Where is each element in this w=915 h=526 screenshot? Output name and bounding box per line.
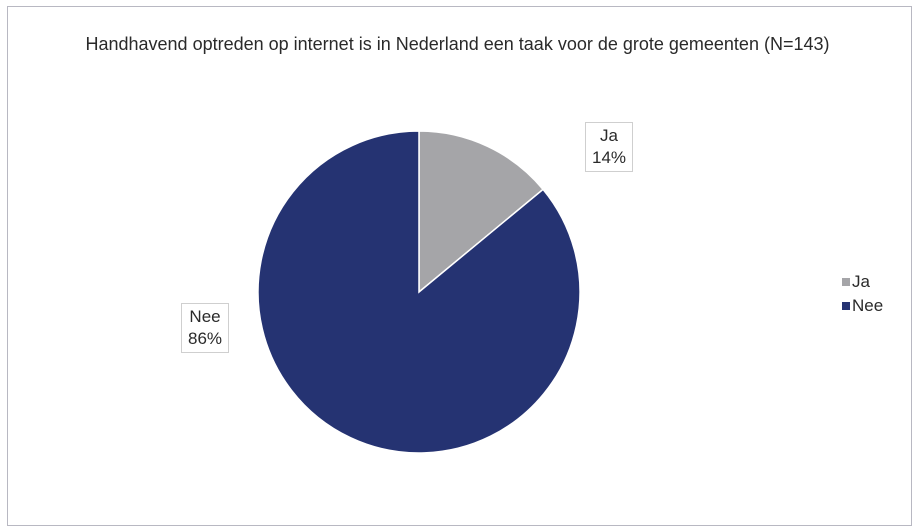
data-label-ja-value: 14% [592,148,627,167]
chart-title: Handhavend optreden op internet is in Ne… [85,34,830,54]
pie-slice-nee [257,130,581,454]
pie-chart [257,130,581,454]
legend-swatch-nee [842,302,850,310]
data-label-nee-value: 86% [188,329,223,348]
pie-slice-ja [418,130,545,294]
legend-item-nee: Nee [842,294,883,318]
legend-item-ja: Ja [842,270,883,294]
data-label-ja: Ja 14% [585,122,634,172]
legend-label-nee: Nee [852,296,884,315]
data-label-nee-name: Nee [189,307,221,326]
data-label-ja-name: Ja [600,126,618,145]
data-label-nee: Nee 86% [181,303,230,353]
legend-swatch-ja [842,278,850,286]
legend: Ja Nee [842,270,883,318]
legend-label-ja: Ja [852,272,870,291]
